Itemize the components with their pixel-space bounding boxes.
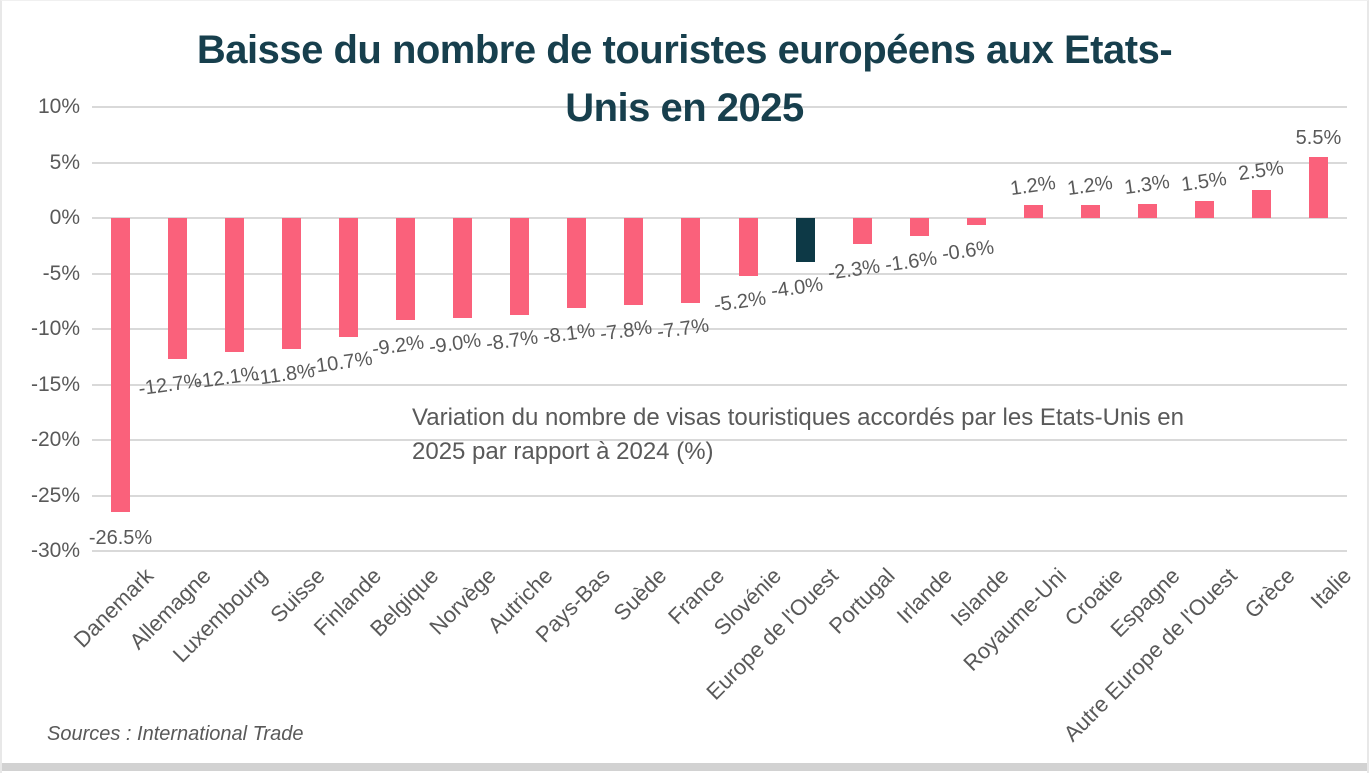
bar-norvege xyxy=(453,218,473,318)
category-label-suede: Suède xyxy=(608,563,672,626)
gridline--20% xyxy=(92,439,1347,441)
bar-slovenie xyxy=(738,218,758,276)
source-note: Sources : International Trade xyxy=(47,723,304,745)
gridline--15% xyxy=(92,383,1347,386)
bar-europe-de-l-ouest xyxy=(795,218,815,263)
bottom-border xyxy=(2,763,1367,771)
bar-value-label-grece: 2.5% xyxy=(1237,157,1286,186)
y-axis-tick-label: 0% xyxy=(49,206,80,229)
bar-danemark xyxy=(111,218,131,513)
bar-espagne xyxy=(1137,203,1157,218)
y-axis-tick-label: -30% xyxy=(30,539,80,562)
bar-suisse xyxy=(282,218,302,349)
bar-autriche xyxy=(510,218,530,315)
bar-allemagne xyxy=(168,218,188,359)
bar-finlande xyxy=(339,218,359,337)
bar-irlande xyxy=(909,218,929,236)
bar-islande xyxy=(966,218,986,225)
bar-value-label-italie: 5.5% xyxy=(1295,126,1342,149)
chart-title: Baisse du nombre de touristes européens … xyxy=(196,28,1173,130)
gridline--25% xyxy=(92,494,1347,497)
bar-italie xyxy=(1308,156,1328,218)
gridline-5% xyxy=(92,161,1347,164)
y-axis-tick-label: 5% xyxy=(49,150,80,174)
y-axis-tick-label: -10% xyxy=(30,317,80,340)
gridline--30% xyxy=(92,550,1347,552)
gridline--5% xyxy=(92,272,1347,275)
y-axis-tick-label: -25% xyxy=(30,483,80,507)
y-axis-tick-label: -20% xyxy=(30,428,80,451)
category-label-italie: Italie xyxy=(1305,563,1357,614)
bar-belgique xyxy=(396,218,416,321)
bar-autre-europe-de-l-ouest xyxy=(1194,201,1214,218)
bar-croatie xyxy=(1080,204,1100,218)
bar-portugal xyxy=(852,218,872,244)
bar-luxembourg xyxy=(225,218,245,353)
gridline-10% xyxy=(92,106,1347,108)
category-label-grece: Grèce xyxy=(1239,563,1300,624)
gridline-0% xyxy=(92,217,1347,219)
bar-value-label-danemark: -26.5% xyxy=(88,527,153,550)
y-axis-tick-label: -5% xyxy=(42,261,80,285)
chart-annotation: Variation du nombre de visas touristique… xyxy=(412,404,1184,465)
gridline--10% xyxy=(92,328,1347,330)
bar-grece xyxy=(1251,190,1271,218)
y-axis-tick-label: -15% xyxy=(30,372,80,396)
category-label-irlande: Irlande xyxy=(891,563,957,629)
bar-pays-bas xyxy=(567,218,587,308)
bar-suede xyxy=(624,218,644,305)
bar-value-label-islande: -0.6% xyxy=(940,236,996,266)
bar-royaume-uni xyxy=(1023,204,1043,218)
bar-france xyxy=(681,218,701,304)
y-axis-tick-label: 10% xyxy=(37,95,80,118)
